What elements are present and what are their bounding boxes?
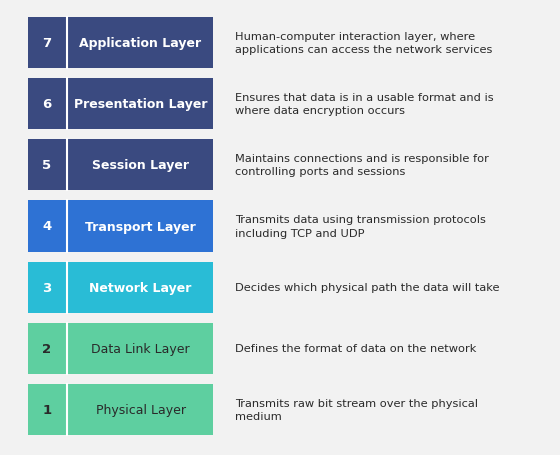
FancyBboxPatch shape [28,201,66,252]
Text: Decides which physical path the data will take: Decides which physical path the data wil… [235,283,500,293]
FancyBboxPatch shape [68,140,213,191]
FancyBboxPatch shape [68,201,213,252]
Text: 5: 5 [43,159,52,172]
FancyBboxPatch shape [68,79,213,130]
Text: Transport Layer: Transport Layer [85,220,196,233]
Text: 2: 2 [43,342,52,355]
Text: 6: 6 [43,98,52,111]
FancyBboxPatch shape [28,323,66,374]
FancyBboxPatch shape [28,18,66,69]
FancyBboxPatch shape [28,140,66,191]
Text: Defines the format of data on the network: Defines the format of data on the networ… [235,344,477,354]
FancyBboxPatch shape [68,262,213,313]
Text: Network Layer: Network Layer [89,281,192,294]
Text: Session Layer: Session Layer [92,159,189,172]
FancyBboxPatch shape [68,323,213,374]
FancyBboxPatch shape [68,18,213,69]
Text: Ensures that data is in a usable format and is
where data encryption occurs: Ensures that data is in a usable format … [235,93,493,116]
Text: Transmits raw bit stream over the physical
medium: Transmits raw bit stream over the physic… [235,398,478,421]
FancyBboxPatch shape [28,262,66,313]
Text: 4: 4 [43,220,52,233]
FancyBboxPatch shape [68,384,213,435]
FancyBboxPatch shape [28,384,66,435]
Text: Presentation Layer: Presentation Layer [74,98,207,111]
Text: Human-computer interaction layer, where
applications can access the network serv: Human-computer interaction layer, where … [235,32,492,55]
Text: Data Link Layer: Data Link Layer [91,342,190,355]
FancyBboxPatch shape [28,79,66,130]
Text: 7: 7 [43,37,52,50]
Text: 3: 3 [43,281,52,294]
Text: Transmits data using transmission protocols
including TCP and UDP: Transmits data using transmission protoc… [235,215,486,238]
Text: Maintains connections and is responsible for
controlling ports and sessions: Maintains connections and is responsible… [235,154,489,177]
Text: Application Layer: Application Layer [80,37,202,50]
Text: 1: 1 [43,403,52,416]
Text: Physical Layer: Physical Layer [96,403,185,416]
